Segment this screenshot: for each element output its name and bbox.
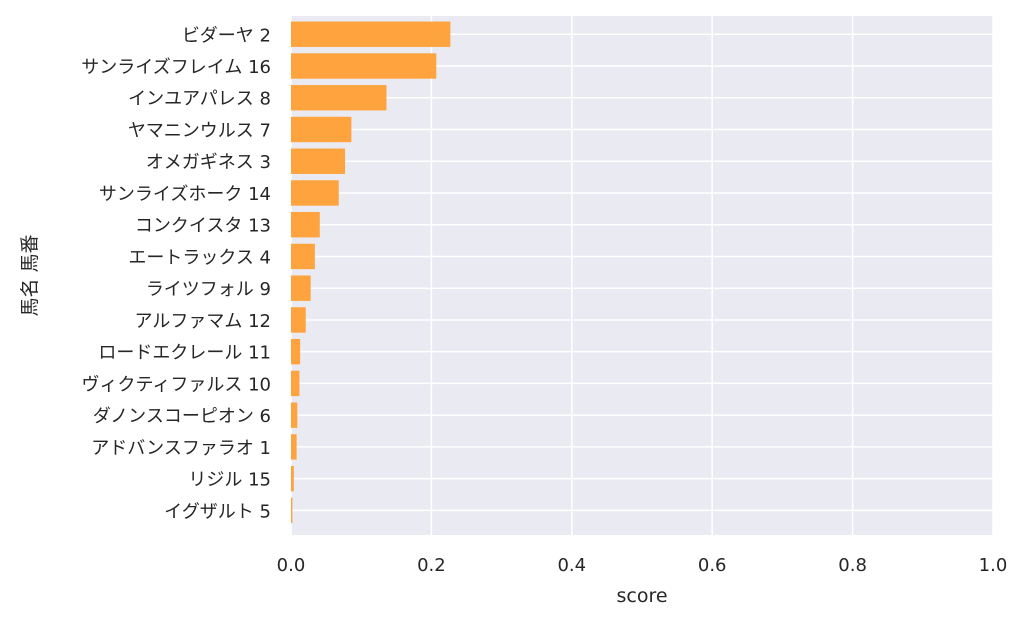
y-tick-label: ヤマニンウルス 7	[128, 120, 271, 141]
y-tick-label: ライツフォル 9	[146, 279, 271, 300]
x-tick-label: 0.8	[838, 555, 867, 576]
y-tick-label: オメガギネス 3	[146, 152, 271, 173]
bar	[291, 116, 352, 143]
y-tick-label: ビダーヤ 2	[182, 25, 271, 46]
y-tick-label: イグザルト 5	[164, 501, 271, 522]
x-tick-label: 0.0	[277, 555, 306, 576]
bar	[291, 212, 320, 238]
y-tick-label: サンライズホーク 14	[99, 184, 271, 205]
grid-lines	[290, 16, 994, 535]
y-tick-label: エートラックス 4	[128, 247, 271, 268]
y-tick-label: インユアパレス 8	[128, 89, 271, 110]
bar	[291, 180, 339, 206]
bar	[291, 497, 293, 524]
bar	[291, 53, 437, 79]
bars	[291, 21, 451, 524]
bar	[291, 402, 298, 428]
x-tick-labels: 0.0 0.2 0.4 0.6 0.8 1.0	[277, 555, 1008, 576]
bar	[291, 275, 311, 301]
y-tick-label: サンライズフレイム 16	[81, 57, 271, 78]
bar	[291, 434, 297, 460]
y-tick-label: リジル 15	[188, 470, 271, 491]
y-tick-label: コンクイスタ 13	[135, 216, 271, 237]
x-axis-label: score	[616, 585, 667, 607]
bar	[291, 370, 300, 397]
x-tick-label: 0.2	[417, 555, 446, 576]
bar	[291, 307, 306, 333]
bar	[291, 243, 315, 270]
bar	[291, 148, 346, 174]
x-tick-label: 0.4	[557, 555, 586, 576]
y-tick-labels: ビダーヤ 2 サンライズフレイム 16 インユアパレス 8 ヤマニンウルス 7 オメガギ…	[81, 25, 271, 522]
y-tick-label: アドバンスファラオ 1	[91, 438, 271, 459]
plot-area	[291, 16, 993, 535]
bar	[291, 338, 301, 365]
y-tick-label: ロードエクレール 11	[98, 343, 271, 364]
x-tick-label: 0.6	[698, 555, 727, 576]
y-axis-label: 馬名 馬番	[19, 234, 41, 316]
y-tick-label: ダノンスコーピオン 6	[93, 406, 271, 427]
bar	[291, 21, 451, 47]
y-tick-label: アルファマム 12	[135, 311, 271, 332]
x-tick-label: 1.0	[979, 555, 1008, 576]
y-tick-label: ヴィクティファルス 10	[81, 374, 271, 395]
bar	[291, 85, 387, 111]
bar	[291, 465, 294, 492]
